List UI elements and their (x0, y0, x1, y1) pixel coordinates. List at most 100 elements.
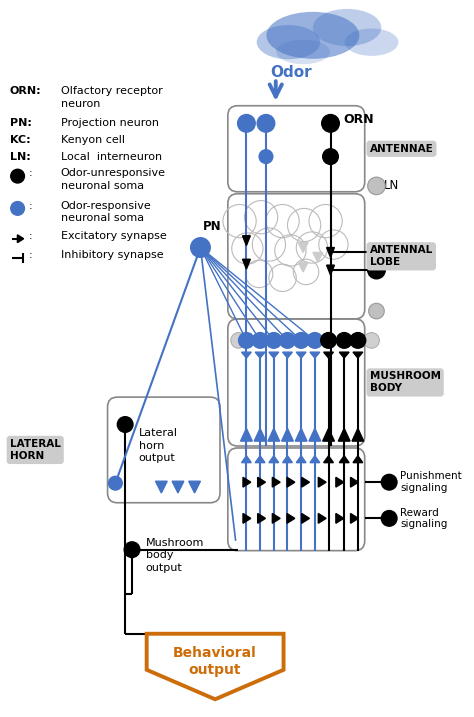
Circle shape (337, 333, 352, 348)
Ellipse shape (266, 12, 359, 59)
Text: :: : (28, 250, 32, 260)
Polygon shape (243, 260, 250, 269)
Polygon shape (243, 513, 251, 523)
Polygon shape (269, 352, 279, 358)
Polygon shape (301, 478, 310, 487)
Polygon shape (273, 478, 280, 487)
Circle shape (124, 542, 140, 558)
Circle shape (11, 169, 25, 183)
Polygon shape (318, 478, 326, 487)
Circle shape (321, 333, 337, 348)
Polygon shape (318, 513, 326, 523)
Polygon shape (258, 478, 265, 487)
Polygon shape (327, 265, 335, 275)
Text: Odor: Odor (271, 65, 312, 80)
Circle shape (11, 201, 25, 215)
Text: Local  interneuron: Local interneuron (61, 152, 162, 162)
Circle shape (259, 150, 273, 163)
Polygon shape (254, 429, 266, 441)
Circle shape (350, 333, 366, 348)
Polygon shape (338, 429, 350, 441)
Polygon shape (353, 456, 363, 462)
Polygon shape (283, 352, 292, 358)
Text: ANTENNAL
LOBE: ANTENNAL LOBE (370, 245, 433, 267)
Polygon shape (309, 429, 321, 441)
Text: :: : (28, 231, 32, 241)
Polygon shape (255, 456, 265, 462)
Text: KC:: KC: (10, 135, 30, 145)
Circle shape (368, 244, 385, 261)
Polygon shape (242, 456, 251, 462)
Polygon shape (287, 478, 295, 487)
Polygon shape (324, 352, 333, 358)
Text: Kenyon cell: Kenyon cell (61, 135, 125, 145)
Circle shape (257, 115, 275, 132)
Polygon shape (352, 429, 364, 441)
Circle shape (238, 333, 254, 348)
Text: Mushroom
body
output: Mushroom body output (146, 538, 204, 573)
Circle shape (364, 333, 379, 348)
Text: Reward
signaling: Reward signaling (400, 508, 447, 529)
Polygon shape (269, 456, 279, 462)
Polygon shape (323, 429, 335, 441)
Polygon shape (310, 456, 320, 462)
Polygon shape (296, 352, 306, 358)
Text: Behavioral
output: Behavioral output (173, 645, 257, 677)
Text: PN: PN (202, 219, 221, 232)
Polygon shape (287, 513, 295, 523)
Text: PN:: PN: (10, 118, 32, 128)
Polygon shape (282, 429, 293, 441)
Polygon shape (243, 478, 251, 487)
Polygon shape (351, 513, 358, 523)
Text: ORN: ORN (343, 113, 374, 126)
Polygon shape (353, 352, 363, 358)
Polygon shape (258, 513, 265, 523)
Circle shape (191, 238, 210, 257)
Polygon shape (242, 352, 251, 358)
Polygon shape (18, 234, 24, 242)
Text: Excitatory synapse: Excitatory synapse (61, 231, 166, 241)
Polygon shape (351, 478, 358, 487)
Circle shape (382, 511, 397, 526)
Text: Olfactory receptor
neuron: Olfactory receptor neuron (61, 86, 163, 109)
Polygon shape (273, 513, 280, 523)
Circle shape (118, 417, 133, 432)
Polygon shape (336, 478, 344, 487)
Polygon shape (189, 481, 201, 493)
Polygon shape (295, 429, 307, 441)
Text: Punishment
signaling: Punishment signaling (400, 471, 462, 493)
Polygon shape (240, 429, 252, 441)
Text: ANTENNAE: ANTENNAE (370, 143, 433, 153)
Polygon shape (301, 513, 310, 523)
Circle shape (252, 333, 268, 348)
Polygon shape (339, 352, 349, 358)
Text: LN: LN (384, 179, 400, 192)
Polygon shape (283, 456, 292, 462)
Text: Odor-unresponsive
neuronal soma: Odor-unresponsive neuronal soma (61, 168, 165, 191)
Circle shape (237, 115, 255, 132)
Text: LN:: LN: (10, 152, 30, 162)
Circle shape (323, 148, 338, 164)
Ellipse shape (257, 25, 320, 60)
Circle shape (322, 115, 339, 132)
Circle shape (368, 261, 385, 279)
Polygon shape (313, 252, 323, 262)
Polygon shape (243, 236, 250, 245)
Polygon shape (255, 352, 265, 358)
Circle shape (266, 333, 282, 348)
Ellipse shape (276, 39, 330, 65)
Circle shape (382, 475, 397, 490)
Circle shape (109, 476, 122, 490)
Polygon shape (268, 429, 280, 441)
Text: Inhibitory synapse: Inhibitory synapse (61, 250, 163, 260)
Polygon shape (296, 456, 306, 462)
Polygon shape (336, 513, 344, 523)
Text: Odor-responsive
neuronal soma: Odor-responsive neuronal soma (61, 201, 151, 224)
Text: KC: KC (236, 332, 253, 345)
Circle shape (307, 333, 323, 348)
Polygon shape (172, 481, 184, 493)
Text: :: : (28, 201, 32, 211)
Text: ORN:: ORN: (10, 86, 41, 96)
Circle shape (231, 333, 246, 348)
Ellipse shape (345, 29, 399, 56)
